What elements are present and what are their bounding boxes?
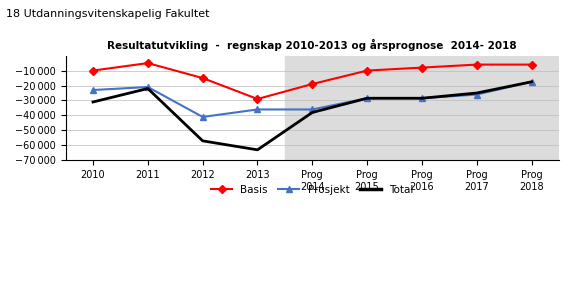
Text: 18 Utdanningsvitenskapelig Fakultet: 18 Utdanningsvitenskapelig Fakultet <box>6 9 210 19</box>
Bar <box>285 56 559 160</box>
Legend: Basis, Prosjekt, Total: Basis, Prosjekt, Total <box>207 181 417 199</box>
Title: Resultatutvikling  -  regnskap 2010-2013 og årsprognose  2014- 2018: Resultatutvikling - regnskap 2010-2013 o… <box>107 39 517 51</box>
